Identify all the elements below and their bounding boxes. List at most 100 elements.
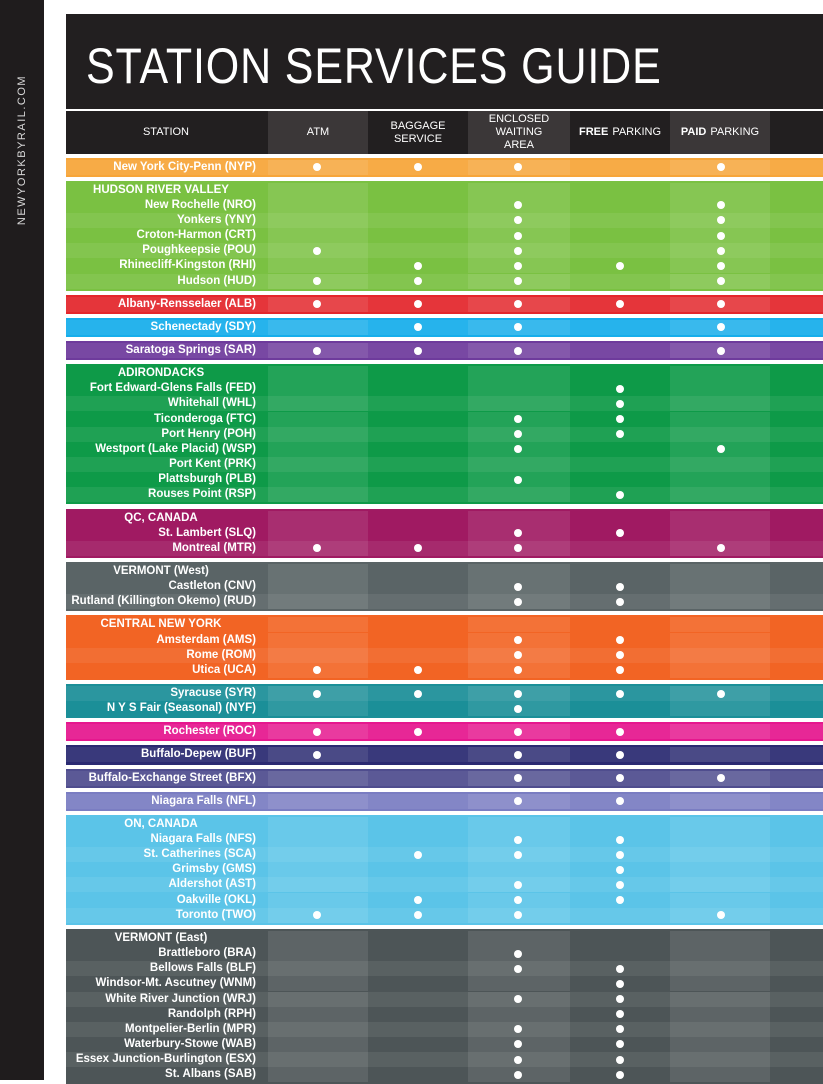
station-name: Saratoga Springs (SAR)	[125, 344, 256, 356]
paid-parking-dot	[717, 231, 725, 240]
station-row: Plattsburgh (PLB)	[66, 472, 823, 488]
baggage-dot	[414, 689, 422, 698]
free-parking-dot	[616, 529, 624, 538]
station-name: Buffalo-Exchange Street (BFX)	[88, 771, 256, 784]
station-name: Brattleboro (BRA)	[158, 947, 256, 960]
free-parking-dot	[616, 430, 624, 439]
waiting-area-dot	[514, 689, 522, 698]
column-shade	[268, 525, 368, 541]
station-group: Saratoga Springs (SAR)	[66, 341, 823, 361]
station-name: Syracuse (SYR)	[170, 687, 256, 699]
region-heading: VERMONT (West)	[113, 564, 209, 577]
waiting-area-dot	[514, 1040, 522, 1049]
station-name: Rhinecliff-Kingston (RHI)	[119, 259, 256, 272]
station-row: Albany-Rensselaer (ALB)	[66, 296, 823, 312]
waiting-area-dot	[514, 475, 522, 484]
station-row: Randolph (RPH)	[66, 1006, 823, 1022]
waiting-area-dot	[514, 323, 522, 332]
free-parking-dot	[616, 850, 624, 859]
station-name: Yonkers (YNY)	[176, 213, 256, 226]
free-parking-dot	[616, 636, 624, 645]
station-row: Niagara Falls (NFL)	[66, 793, 823, 809]
column-shade	[670, 961, 770, 977]
station-row: Whitehall (WHL)	[66, 396, 823, 412]
free-parking-dot	[616, 1025, 624, 1034]
waiting-area-dot	[514, 964, 522, 973]
paid-parking-dot	[717, 544, 725, 553]
baggage-dot	[414, 323, 422, 332]
region-heading: ADIRONDACKS	[117, 367, 205, 380]
column-shade	[268, 961, 368, 977]
column-shade	[268, 1006, 368, 1022]
column-shade	[268, 472, 368, 488]
station-name: Bellows Falls (BLF)	[149, 962, 256, 975]
column-shade	[670, 793, 770, 809]
station-name: Amsterdam (AMS)	[156, 633, 256, 646]
station-name: Albany-Rensselaer (ALB)	[117, 297, 256, 310]
waiting-area-dot	[514, 529, 522, 538]
waiting-area-dot	[514, 835, 522, 844]
station-group: Rochester (ROC)	[66, 722, 823, 742]
column-shade	[670, 1052, 770, 1068]
column-shade	[268, 563, 368, 579]
waiting-area-dot	[514, 1070, 522, 1079]
column-shade	[268, 457, 368, 473]
waiting-area-dot	[514, 346, 522, 355]
atm-dot	[313, 666, 321, 675]
column-shade	[670, 847, 770, 863]
station-name: Whitehall (WHL)	[167, 397, 256, 410]
column-shade	[268, 594, 368, 610]
baggage-dot	[414, 727, 422, 736]
waiting-area-dot	[514, 1025, 522, 1034]
station-group: Buffalo-Exchange Street (BFX)	[66, 768, 823, 788]
free-parking-dot	[616, 979, 624, 988]
station-row: New York City-Penn (NYP)	[66, 159, 823, 175]
paid-parking-dot	[717, 277, 725, 286]
station-group: VERMONT (West) Castleton (CNV) Rutland (Ki…	[66, 561, 823, 612]
column-shade	[670, 525, 770, 541]
station-name: Fort Edward-Glens Falls (FED)	[89, 382, 256, 395]
station-name: Utica (UCA)	[192, 663, 256, 676]
column-shade	[268, 976, 368, 992]
column-header-row: STATION ATM BAGGAGE SERVICE ENCLOSED WAI…	[66, 111, 823, 154]
station-name: White River Junction (WRJ)	[105, 992, 256, 1005]
station-row: Poughkeepsie (POU)	[66, 243, 823, 259]
station-row: Syracuse (SYR)	[66, 686, 823, 701]
free-parking-dot	[616, 384, 624, 393]
waiting-area-dot	[514, 201, 522, 210]
waiting-area-dot	[514, 949, 522, 958]
column-shade	[670, 991, 770, 1007]
column-header-baggage: BAGGAGE SERVICE	[390, 119, 446, 145]
station-row: Buffalo-Depew (BUF)	[66, 747, 823, 763]
column-shade	[268, 441, 368, 457]
free-parking-dot	[616, 582, 624, 591]
station-group: VERMONT (East) Brattleboro (BRA) Bellows F…	[66, 928, 823, 1084]
column-shade	[670, 1036, 770, 1052]
station-name: Rouses Point (RSP)	[148, 488, 256, 501]
station-row: Saratoga Springs (SAR)	[66, 343, 823, 358]
baggage-dot	[414, 346, 422, 355]
column-shade	[268, 877, 368, 893]
station-name: Port Kent (PRK)	[169, 458, 256, 471]
column-shade	[670, 1067, 770, 1083]
station-group: Niagara Falls (NFL)	[66, 791, 823, 811]
free-parking-dot	[616, 666, 624, 675]
column-shade	[268, 701, 368, 717]
column-shade	[670, 747, 770, 763]
station-row: Montreal (MTR)	[66, 540, 823, 556]
station-row: Grimsby (GMS)	[66, 862, 823, 878]
waiting-area-dot	[514, 727, 522, 736]
column-shade	[268, 793, 368, 809]
station-name: Plattsburgh (PLB)	[158, 473, 256, 486]
column-shade	[268, 579, 368, 595]
station-row: Hudson (HUD)	[66, 273, 823, 289]
station-row: Port Henry (POH)	[66, 426, 823, 442]
free-parking-dot	[616, 1040, 624, 1049]
station-name: Westport (Lake Placid) (WSP)	[95, 442, 256, 455]
paid-parking-dot	[717, 261, 725, 270]
waiting-area-dot	[514, 216, 522, 225]
column-shade	[670, 411, 770, 427]
column-shade	[670, 976, 770, 992]
free-parking-dot	[616, 727, 624, 736]
region-heading: HUDSON RIVER VALLEY	[93, 183, 229, 196]
